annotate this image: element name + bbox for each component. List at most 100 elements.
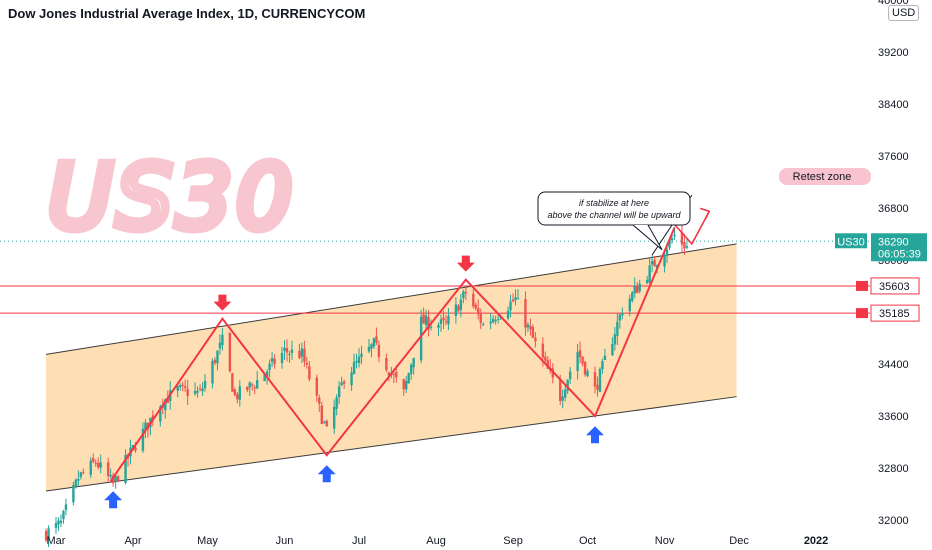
candle-body <box>332 406 336 429</box>
candle-body <box>308 366 311 380</box>
x-tick-label: 2022 <box>804 535 828 547</box>
candle-body <box>685 246 689 248</box>
candle-body <box>509 301 512 311</box>
candle-body <box>181 384 184 386</box>
candle-body <box>581 356 584 364</box>
candle-body <box>618 314 622 321</box>
candle-body <box>283 347 286 351</box>
candle-body <box>360 353 363 357</box>
candle-body <box>285 347 289 353</box>
candle-body <box>496 318 500 320</box>
candle-body <box>524 299 527 328</box>
candle-body <box>670 238 674 241</box>
candle-body <box>151 415 155 421</box>
candle-body <box>422 314 425 324</box>
y-tick-label: 40000 <box>878 0 909 7</box>
channel-lower-line <box>45 396 737 492</box>
candle-body <box>186 388 189 396</box>
candle-body <box>228 332 232 372</box>
candle-body <box>268 363 271 370</box>
candle-body <box>111 475 115 484</box>
candle-body <box>288 354 291 356</box>
candle-body <box>303 348 306 362</box>
candle-body <box>144 422 147 431</box>
y-tick-label: 34400 <box>878 359 909 371</box>
candle-body <box>114 475 117 482</box>
candle-body <box>482 324 485 326</box>
arrow-up-3 <box>586 426 604 444</box>
candle-body <box>457 305 460 312</box>
candle-body <box>342 381 346 384</box>
candle-body <box>412 357 415 368</box>
y-tick-label: 38400 <box>878 99 909 111</box>
candle-body <box>218 342 222 349</box>
candle-body <box>479 313 482 324</box>
candle-body <box>462 291 465 299</box>
candle-body <box>559 378 562 402</box>
annotation-line2: above the channel will be upward <box>547 210 681 220</box>
candle-body <box>357 356 361 363</box>
candle-body <box>377 344 381 358</box>
candle-body <box>233 389 237 396</box>
candle-body <box>447 315 450 325</box>
candle-body <box>59 520 63 523</box>
candle-body <box>64 504 68 510</box>
candle-body <box>563 389 567 398</box>
candle-body <box>385 358 388 371</box>
candle-body <box>251 384 254 386</box>
candle-body <box>99 462 102 468</box>
candle-body <box>265 371 269 377</box>
candle-body <box>491 318 495 323</box>
x-tick-label: Aug <box>426 535 446 547</box>
y-tick-label: 32800 <box>878 463 909 475</box>
candle-body <box>231 373 234 392</box>
candle-body <box>472 293 475 307</box>
x-axis[interactable]: Mar Apr May Jun Jul Aug Sep Oct Nov Dec 2022 <box>47 535 829 547</box>
candle-body <box>407 373 410 384</box>
candle-body <box>489 321 492 324</box>
candle-body <box>318 397 321 404</box>
x-tick-label: Jun <box>276 535 294 547</box>
annotation-pointer <box>632 224 663 251</box>
candle-body <box>531 326 535 338</box>
candle-body <box>613 334 617 345</box>
candle-body <box>402 379 405 390</box>
candle-body <box>526 324 530 328</box>
candle-body <box>459 299 463 310</box>
x-tick-label: Mar <box>47 535 66 547</box>
candle-body <box>506 310 510 319</box>
candle-body <box>367 346 371 352</box>
candle-body <box>601 361 604 370</box>
candle-body <box>598 368 602 392</box>
candle-body <box>464 292 468 294</box>
candle-body <box>586 371 589 377</box>
symbol-tag-text: US30 <box>837 236 865 248</box>
candle-body <box>124 455 127 484</box>
candle-body <box>474 304 477 309</box>
x-tick-label: Nov <box>655 535 675 547</box>
candle-body <box>54 523 58 529</box>
drawings-layer: if stabilize at here above the channel wi… <box>104 168 871 509</box>
candle-body <box>238 386 242 400</box>
candle-body <box>631 292 634 301</box>
candle-body <box>546 360 550 369</box>
candle-body <box>663 254 666 267</box>
currency-badge[interactable]: USD <box>888 5 920 21</box>
candle-body <box>429 326 433 328</box>
x-tick-label: Jul <box>352 535 366 547</box>
retest-zone-label: Retest zone <box>793 171 852 183</box>
y-axis[interactable]: 3200032800336003440035200360003680037600… <box>878 0 909 527</box>
candle-body <box>134 447 137 451</box>
candle-body <box>633 286 636 294</box>
candle-body <box>611 343 614 356</box>
projection-arrowhead <box>700 207 711 220</box>
candle-body <box>116 476 120 482</box>
candle-body <box>263 374 266 382</box>
candle-body <box>645 279 649 283</box>
levels-layer <box>0 240 870 314</box>
arrow-up-1 <box>104 491 123 509</box>
candle-body <box>315 377 319 396</box>
arrow-up-2 <box>317 465 336 483</box>
candle-body <box>57 520 60 525</box>
chart-title: Dow Jones Industrial Average Index, 1D, … <box>8 6 366 21</box>
